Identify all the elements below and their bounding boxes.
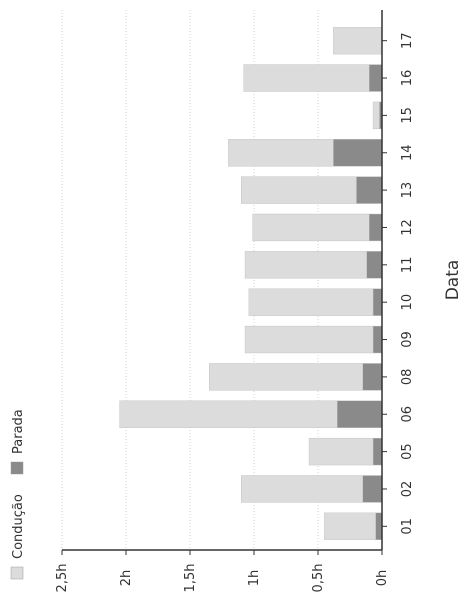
value-tick-label: 0h [375,570,390,587]
bar-condu-o-02 [240,475,363,503]
category-tick-label: 11 [400,257,415,274]
legend-label-parada: Parada [11,409,26,454]
bar-condu-o-01 [324,512,376,540]
bar-condu-o-08 [208,363,364,391]
category-tick-label: 17 [400,32,415,49]
bar-condu-o-17 [333,27,383,55]
category-tick-label: 08 [400,369,415,386]
bar-condu-o-16 [243,64,370,92]
bar-parada-08 [362,363,383,391]
bar-parada-12 [369,213,383,242]
legend: Condução Parada [10,409,26,580]
category-tick-label: 16 [400,70,415,87]
category-tick-label: 01 [400,518,415,535]
bar-condu-o-09 [244,325,374,354]
category-tick-label: 05 [400,443,415,460]
category-tick-label: 06 [400,406,415,423]
value-tick-label: 1,5h [183,564,198,593]
value-tick-label: 1h [247,570,262,587]
value-tick-label: 2h [119,570,134,587]
category-tick-label: 14 [400,144,415,161]
bar-condu-o-15 [372,101,380,130]
bar-parada-16 [369,64,383,92]
category-tick-labels: 01 02 05 06 08 09 10 11 12 13 14 15 16 17 [382,32,415,535]
bar-parada-14 [333,139,383,167]
bar-parada-13 [356,176,383,204]
category-tick-label: 13 [400,182,415,199]
bar-parada-02 [362,475,383,503]
bar-condu-o-13 [240,176,357,204]
x-axis-title: Data [443,260,461,301]
bar-condu-o-12 [252,213,370,242]
value-tick-label: 2,5h [55,564,70,593]
bar-condu-o-05 [308,437,374,466]
bar-parada-05 [372,437,383,466]
bar-parada-10 [372,288,383,316]
bar-parada-06 [337,400,383,428]
bar-parada-01 [375,512,383,540]
category-tick-label: 09 [400,331,415,348]
category-tick-label: 15 [400,107,415,124]
bars [119,27,383,540]
bar-condu-o-11 [244,251,367,279]
value-tick-label: 0,5h [311,564,326,593]
category-tick-label: 02 [400,481,415,498]
legend-swatch-condu-o [10,566,24,580]
bar-condu-o-14 [228,139,334,167]
bar-condu-o-10 [248,288,374,316]
legend-label-condu-o: Condução [11,494,26,559]
value-tick-labels: 0h 0,5h 1h 1,5h 2h 2,5h [55,550,390,592]
category-tick-label: 12 [400,219,415,236]
category-tick-label: 10 [400,294,415,311]
bar-condu-o-06 [119,400,338,428]
bar-parada-11 [366,251,383,279]
legend-swatch-parada [10,461,24,475]
bar-parada-09 [372,325,383,354]
